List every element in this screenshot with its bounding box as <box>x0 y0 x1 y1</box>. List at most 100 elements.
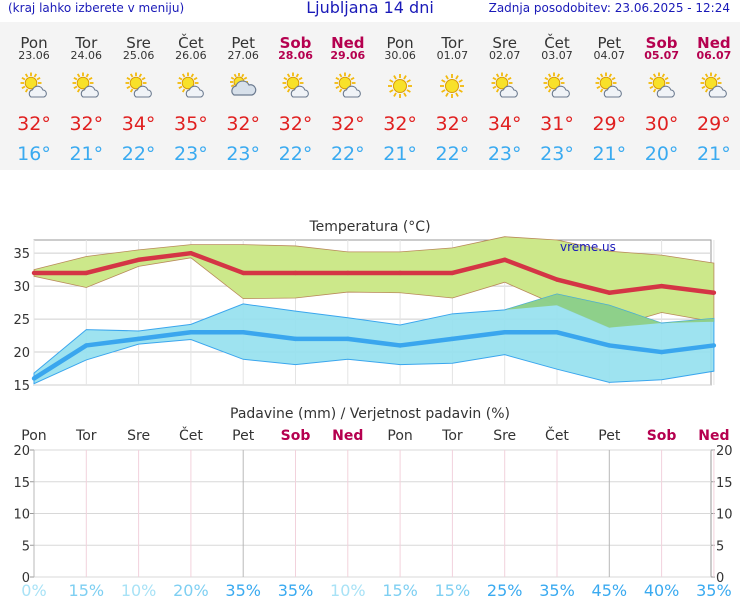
temperature-tick-label: 30 <box>13 280 30 295</box>
min-temperature: 23° <box>540 143 574 165</box>
cloud-sun-icon <box>229 72 257 100</box>
max-temperature-point <box>711 290 717 295</box>
max-temperature: 34° <box>121 113 156 135</box>
precip-probability: 15% <box>382 581 418 600</box>
temperature-tick-label: 25 <box>13 313 30 328</box>
precip-probability: 35% <box>539 581 575 600</box>
precip-probability: 35% <box>277 581 314 600</box>
min-temperature: 21° <box>592 143 627 165</box>
location-menu-note[interactable]: (kraj lahko izberete v meniju) <box>8 1 185 15</box>
precip-probability: 35% <box>225 581 261 600</box>
precip-day-label: Pet <box>598 428 621 444</box>
max-temperature-point <box>136 257 141 262</box>
precip-probability: 40% <box>643 581 680 600</box>
precip-day-label: Pon <box>387 428 413 444</box>
max-temperature: 29° <box>697 113 731 135</box>
day-name: Sob <box>279 34 312 52</box>
min-temperature-point <box>345 336 350 342</box>
day-name: Sre <box>126 34 151 52</box>
min-temperature: 23° <box>226 143 261 165</box>
sun-cloud-icon <box>72 72 100 100</box>
temperature-tick-label: 15 <box>13 379 30 394</box>
max-temperature: 32° <box>69 113 104 135</box>
max-temperature-point <box>607 290 612 295</box>
min-temperature-point <box>659 349 664 355</box>
max-temperature-point <box>345 270 350 276</box>
sun-cloud-icon <box>491 72 519 100</box>
day-date: 28.06 <box>278 49 313 62</box>
day-date: 30.06 <box>384 49 416 62</box>
precip-probability: 10% <box>330 581 366 600</box>
day-name: Ned <box>697 34 731 52</box>
precipitation-tick-label-right: 5 <box>716 539 724 554</box>
day-date: 02.07 <box>488 49 521 62</box>
sun-cloud-icon <box>177 72 205 100</box>
precipitation-tick-label-left: 5 <box>22 539 30 554</box>
max-temperature-point <box>397 270 403 276</box>
min-temperature: 20° <box>644 143 679 165</box>
max-temperature-line <box>34 250 715 295</box>
precip-day-label: Ned <box>698 428 730 444</box>
precip-day-label: Ned <box>332 428 364 444</box>
day-name: Sre <box>492 34 517 52</box>
day-date: 05.07 <box>644 49 679 62</box>
sun-cloud-icon <box>700 72 728 100</box>
precip-day-label: Pon <box>21 428 47 444</box>
max-temperature: 35° <box>174 113 208 135</box>
day-date: 26.06 <box>175 49 207 62</box>
precip-probability: 0% <box>21 581 47 600</box>
precip-probability: 45% <box>591 581 628 600</box>
min-temperature-line <box>32 330 715 381</box>
min-temperature: 22° <box>330 143 365 165</box>
min-temperature: 22° <box>121 143 156 165</box>
max-temperature-point <box>31 270 37 276</box>
precip-day-label: Tor <box>76 428 97 444</box>
max-temperature-point <box>188 250 194 256</box>
max-temperature: 32° <box>383 113 417 135</box>
min-temperature: 16° <box>17 143 51 165</box>
page-title: Ljubljana 14 dni <box>306 0 434 17</box>
precip-probability: 20% <box>173 581 209 600</box>
precip-day-label: Sre <box>127 428 151 444</box>
precip-day-label: Pet <box>232 428 255 444</box>
precip-day-label: Čet <box>178 428 203 444</box>
day-name: Ned <box>331 34 365 52</box>
precip-probability: 35% <box>696 581 732 600</box>
precip-probability-row: 0% 15% 10% 20% 35% 35% 10% 15% 15% 25% 35% 45% 40% 35… <box>0 581 740 600</box>
min-temperature-point <box>554 330 560 335</box>
max-temperature-point <box>241 270 246 276</box>
sun-cloud-icon <box>282 72 310 100</box>
day-date: 27.06 <box>227 49 259 62</box>
sun-cloud-icon <box>648 72 676 100</box>
precipitation-tick-label-right: 15 <box>716 476 733 491</box>
min-temperature-point <box>241 330 246 335</box>
min-temperature-point <box>607 343 612 348</box>
max-temperature-point <box>84 270 89 276</box>
precipitation-chart-title: Padavine (mm) / Verjetnost padavin (%) <box>230 406 510 422</box>
forecast-strip: Pon 23.06 32° 16° Tor 24.06 32° 21° Sre 25.06 34° 2… <box>0 22 740 170</box>
day-name: Čet <box>544 34 570 52</box>
day-name: Sob <box>645 34 678 52</box>
max-temperature-point <box>502 257 507 262</box>
max-temperature: 32° <box>278 113 313 135</box>
header: (kraj lahko izberete v meniju) Ljubljana… <box>0 0 740 20</box>
temperature-tick-label: 35 <box>13 247 30 262</box>
precip-probability: 25% <box>486 581 523 600</box>
min-temperature-point <box>450 336 455 342</box>
min-temperature: 21° <box>383 143 417 165</box>
max-temperature-point <box>554 277 560 282</box>
precipitation-tick-label-left: 0 <box>22 571 30 586</box>
min-temperature-point <box>502 330 507 335</box>
precipitation-tick-label-left: 15 <box>13 476 30 491</box>
last-update: Zadnja posodobitev: 23.06.2025 - 12:24 <box>488 1 730 15</box>
sun-icon <box>438 72 466 100</box>
temperature-tick-label: 20 <box>13 346 30 361</box>
day-name: Pet <box>231 34 255 52</box>
day-name: Tor <box>441 34 464 52</box>
min-temperature: 23° <box>174 143 208 165</box>
max-temperature: 32° <box>435 113 470 135</box>
sun-cloud-icon <box>20 72 48 100</box>
temperature-chart-title: Temperatura (°C) <box>309 219 431 235</box>
min-temperature-point <box>711 343 717 348</box>
